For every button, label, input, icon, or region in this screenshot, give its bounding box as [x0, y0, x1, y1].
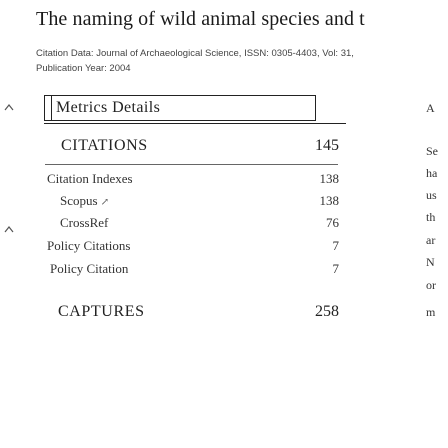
policy-citations-label: Policy Citations [47, 238, 131, 253]
citation-indexes-value: 138 [319, 171, 340, 186]
citations-total: 145 [315, 137, 339, 154]
crossref-label: CrossRef [60, 215, 109, 230]
policy-citation-value: 7 [332, 261, 340, 276]
scopus-row[interactable]: Scopus ↗ [60, 193, 109, 209]
captures-heading: CAPTURES [58, 303, 145, 320]
policy-citations-value: 7 [332, 238, 340, 253]
citations-heading: CITATIONS [61, 137, 148, 154]
page-title: The naming of wild animal species and t [36, 8, 365, 30]
scopus-value: 138 [319, 193, 340, 208]
chevron-up-icon[interactable] [4, 225, 14, 237]
publication-year: Publication Year: 2004 [36, 63, 131, 74]
chevron-up-icon[interactable] [4, 103, 14, 115]
scopus-label[interactable]: Scopus [60, 193, 98, 208]
crossref-value: 76 [326, 215, 339, 230]
citation-line-1: Citation Data: Journal of Archaeological… [36, 48, 354, 59]
metrics-details-box[interactable]: Metrics Details [44, 95, 316, 121]
citation-indexes-label: Citation Indexes [47, 171, 133, 186]
citations-divider [45, 164, 338, 165]
metrics-box-underline [44, 123, 346, 124]
captures-total: 258 [315, 303, 339, 320]
metrics-details-title: Metrics Details [56, 99, 161, 116]
citation-data: Citation Data: Journal of Archaeological… [36, 46, 448, 76]
policy-citation-label: Policy Citation [50, 261, 129, 276]
external-link-icon[interactable]: ↗ [100, 197, 109, 208]
